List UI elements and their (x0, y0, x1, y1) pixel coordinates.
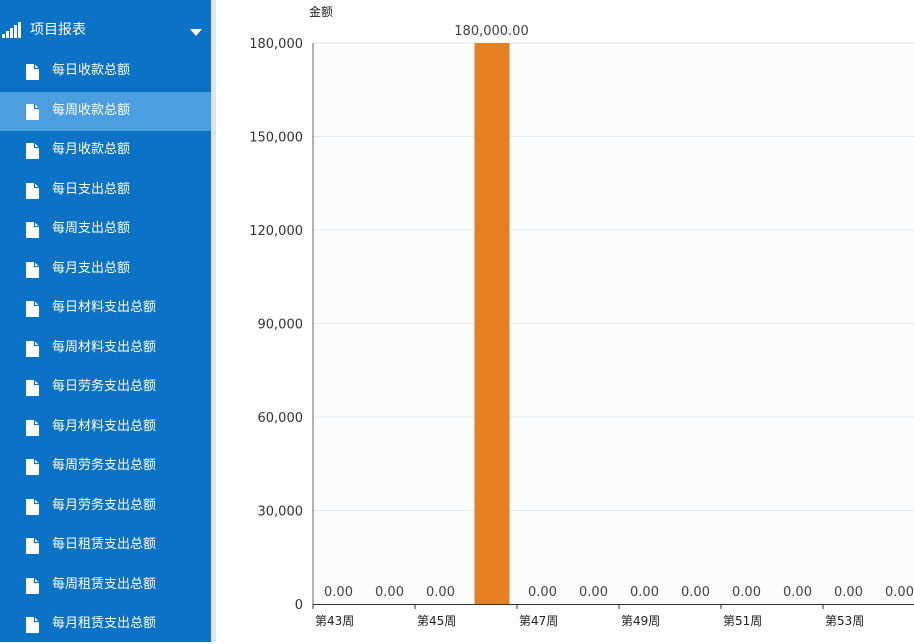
document-icon (26, 538, 39, 554)
y-tick-label: 120,000 (249, 224, 303, 239)
signal-bars-icon (2, 22, 21, 38)
sidebar-item[interactable]: 每日材料支出总额 (0, 289, 211, 328)
sidebar-item[interactable]: 每周劳务支出总额 (0, 447, 211, 486)
x-tick-label: 第43周 (315, 614, 354, 628)
x-tick-label: 第53周 (825, 614, 864, 628)
report-group-header[interactable]: 项目报表 (0, 12, 211, 48)
sidebar-item-label: 每日支出总额 (52, 181, 131, 197)
document-icon (26, 498, 39, 515)
document-icon (26, 182, 39, 199)
sidebar-item[interactable]: 每月租赁支出总额 (0, 605, 211, 644)
sidebar-item[interactable]: 每月支出总额 (0, 250, 211, 289)
sidebar-item-label: 每月材料支出总额 (52, 418, 157, 434)
bar-value-label: 0.00 (375, 585, 404, 600)
sidebar-item-label: 每月收款总额 (52, 142, 131, 157)
caret-down-icon[interactable] (190, 29, 202, 36)
document-icon (26, 340, 39, 357)
y-tick-label: 90,000 (258, 318, 304, 333)
document-icon (26, 143, 39, 159)
sidebar-item-label: 每周租赁支出总额 (52, 576, 157, 592)
report-group-label: 项目报表 (30, 22, 86, 38)
sidebar-item[interactable]: 每周收款总额 (0, 91, 211, 131)
bar-value-label: 0.00 (630, 585, 659, 600)
sidebar-item-label: 每月租赁支出总额 (52, 616, 157, 631)
chart-panel: 0 30,000 60,000 90,000 120,000 150,000 180,000… (216, 0, 914, 642)
bar (474, 43, 510, 604)
sidebar-item[interactable]: 每日支出总额 (0, 171, 211, 210)
document-icon (26, 261, 39, 278)
x-tick-label: 第47周 (519, 614, 558, 628)
sidebar-item[interactable]: 每周租赁支出总额 (0, 566, 211, 605)
y-axis-title: 金额 (309, 4, 333, 19)
bar-value-label: 0.00 (324, 585, 353, 600)
sidebar-item-label: 每日劳务支出总额 (52, 379, 157, 394)
bar-value-label: 0.00 (579, 585, 608, 600)
sidebar: 项目报表 每日收款总额 每周收款总额 每月收款总额 每日支出总额 每周支出总额 每月支出总… (0, 0, 211, 642)
sidebar-item[interactable]: 每周支出总额 (0, 210, 211, 249)
sidebar-item[interactable]: 每月收款总额 (0, 131, 211, 170)
x-tick-label: 第49周 (621, 614, 660, 628)
sidebar-item-label: 每日租赁支出总额 (52, 537, 157, 552)
sidebar-item-label: 每周材料支出总额 (52, 339, 157, 355)
sidebar-item[interactable]: 每日劳务支出总额 (0, 368, 211, 407)
sidebar-item-label: 每日材料支出总额 (52, 300, 157, 315)
document-icon (26, 301, 39, 317)
sidebar-item[interactable]: 每月劳务支出总额 (0, 487, 211, 526)
y-tick-label: 180,000 (249, 37, 303, 52)
sidebar-divider (211, 0, 216, 642)
bar-value-label: 0.00 (732, 585, 761, 600)
sidebar-item-label: 每月支出总额 (52, 260, 131, 276)
y-tick-label: 60,000 (258, 411, 304, 426)
sidebar-item-label: 每周支出总额 (52, 221, 131, 236)
bar-value-label: 0.00 (885, 585, 914, 600)
sidebar-item[interactable]: 每日租赁支出总额 (0, 526, 211, 565)
document-icon (26, 459, 39, 475)
sidebar-item-label: 每月劳务支出总额 (52, 497, 157, 513)
bar-value-label: 0.00 (783, 585, 812, 600)
sidebar-item[interactable]: 每周材料支出总额 (0, 329, 211, 368)
sidebar-item-label: 每周劳务支出总额 (52, 458, 157, 473)
document-icon (26, 222, 39, 238)
bar-value-label: 0.00 (528, 585, 557, 600)
bar-value-label: 0.00 (834, 585, 863, 600)
y-tick-label: 30,000 (258, 505, 304, 520)
bar-value-label: 180,000.00 (454, 24, 528, 39)
bar-value-label: 0.00 (681, 585, 710, 600)
sidebar-item[interactable]: 每日收款总额 (0, 52, 211, 91)
sidebar-item[interactable]: 每月材料支出总额 (0, 408, 211, 447)
document-icon (26, 419, 39, 436)
x-tick-label: 第51周 (723, 614, 762, 628)
y-tick-label: 150,000 (249, 131, 303, 146)
x-tick-label: 第45周 (417, 614, 456, 628)
document-icon (26, 577, 39, 594)
document-icon (26, 64, 39, 80)
document-icon (26, 617, 39, 633)
document-icon (26, 380, 39, 396)
document-icon (26, 103, 39, 120)
sidebar-item-label: 每周收款总额 (52, 102, 131, 118)
bar-chart: 0 30,000 60,000 90,000 120,000 150,000 180,000… (249, 4, 914, 628)
sidebar-item-label: 每日收款总额 (52, 63, 131, 78)
bar-value-label: 0.00 (426, 585, 455, 600)
y-tick-label: 0 (295, 598, 303, 613)
